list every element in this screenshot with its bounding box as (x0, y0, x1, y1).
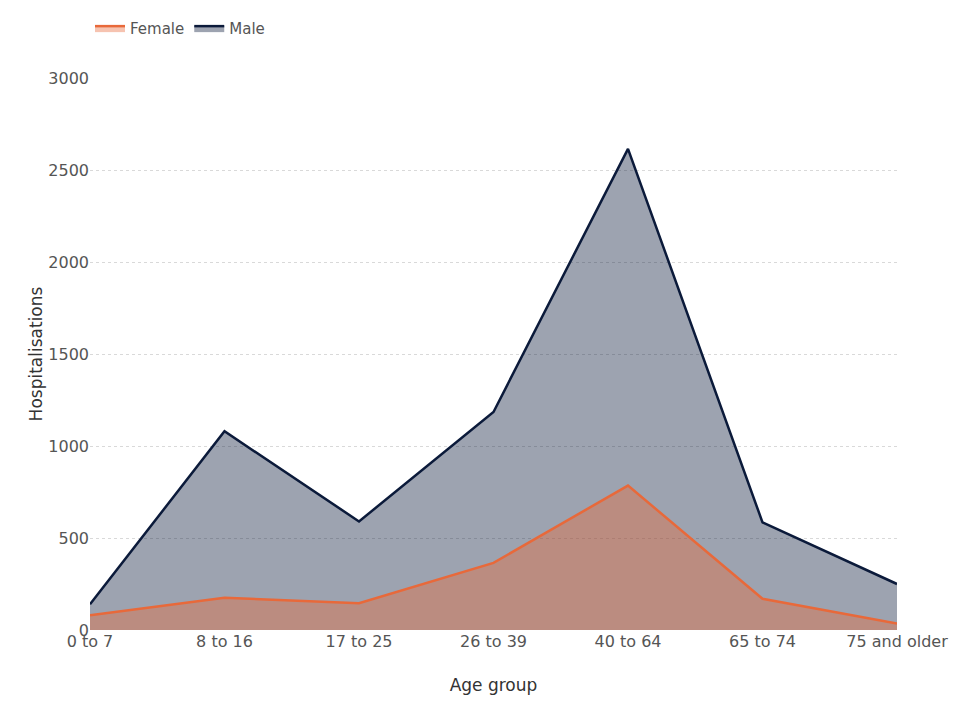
svg-text:Male: Male (229, 20, 265, 38)
svg-text:0: 0 (79, 621, 89, 640)
svg-text:65 to 74: 65 to 74 (729, 632, 796, 651)
svg-text:2500: 2500 (48, 161, 89, 180)
svg-text:8 to 16: 8 to 16 (196, 632, 253, 651)
svg-text:Female: Female (130, 20, 184, 38)
svg-text:1000: 1000 (48, 437, 89, 456)
svg-text:3000: 3000 (48, 69, 89, 88)
svg-text:1500: 1500 (48, 345, 89, 364)
svg-text:75 and older: 75 and older (846, 632, 948, 651)
svg-text:2000: 2000 (48, 253, 89, 272)
svg-text:0 to 7: 0 to 7 (67, 632, 114, 651)
svg-text:500: 500 (58, 529, 89, 548)
svg-text:40 to 64: 40 to 64 (595, 632, 662, 651)
svg-text:17 to 25: 17 to 25 (326, 632, 393, 651)
svg-text:Hospitalisations: Hospitalisations (26, 286, 46, 421)
svg-text:26 to 39: 26 to 39 (460, 632, 527, 651)
svg-text:Age group: Age group (450, 675, 538, 695)
